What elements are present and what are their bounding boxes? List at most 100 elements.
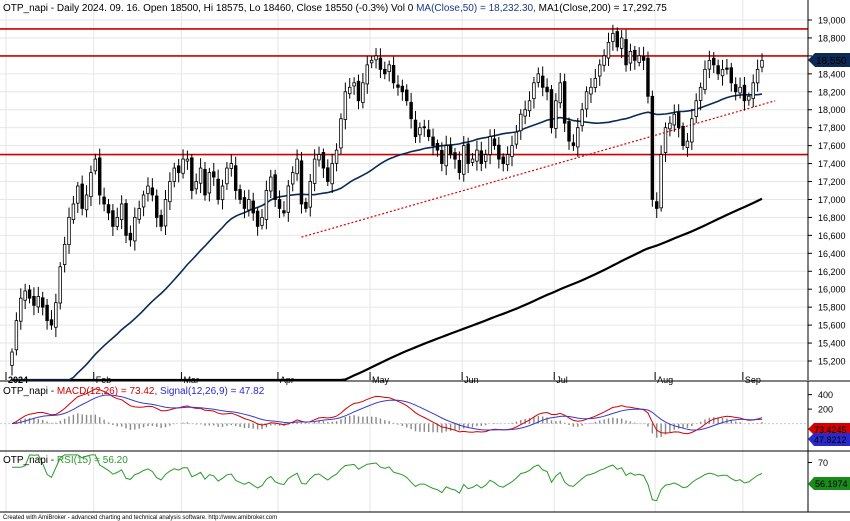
candle-body-up [220, 185, 225, 201]
candle-body-up [694, 100, 698, 117]
candle-body-down [466, 143, 470, 164]
price-tick-label: 17,600 [818, 141, 846, 151]
candle-body-down [273, 174, 277, 200]
rsi-tick-label: 70 [818, 458, 828, 468]
candle-body-down [571, 142, 576, 147]
candle-body-down [326, 167, 330, 182]
candle-body-up [589, 86, 593, 95]
candle-body-down [641, 56, 646, 61]
candle-body-down [282, 210, 286, 214]
candle-body-up [510, 145, 514, 157]
candle-body-down [176, 165, 181, 173]
candle-body-up [685, 140, 690, 148]
candle-body-up [475, 149, 479, 162]
date-tick-label: Mar [183, 375, 199, 385]
candle-body-up [598, 64, 602, 77]
price-tick-label: 15,200 [818, 357, 846, 367]
price-tick-label: 18,400 [818, 69, 846, 79]
signal-badge: 47.8212 [808, 433, 850, 446]
macd-y-tick-labels: 200 400 [808, 390, 833, 415]
candle-body-up [19, 297, 23, 322]
candle-body-down [448, 144, 453, 156]
candle-body-up [229, 163, 234, 169]
candle-body-down [562, 81, 567, 124]
candle-body-up [483, 154, 488, 162]
candle-body-up [747, 95, 751, 101]
macd-badge: 73.4245 [808, 423, 850, 435]
candle-body-up [339, 118, 343, 149]
macd-pane: 200 400 OTP_napi - MACD(12,26) = 73.42, S… [0, 381, 850, 451]
price-tick-label: 17,800 [818, 123, 846, 133]
candle-body-up [584, 91, 589, 110]
candle-body-up [14, 320, 19, 351]
price-tick-label: 16,600 [818, 231, 846, 241]
candle-body-up [558, 82, 562, 104]
candle-body-down [567, 121, 571, 142]
candle-body-down [216, 178, 220, 200]
candle-body-up [198, 167, 203, 184]
price-tick-label: 18,800 [818, 33, 846, 43]
candle-body-up [76, 185, 80, 204]
candle-body-up [308, 181, 312, 208]
candle-body-down [106, 204, 111, 214]
candle-body-up [514, 131, 519, 145]
candle-body-down [479, 150, 484, 164]
candle-body-down [32, 295, 36, 306]
rsi-header: OTP_napi - RSI(15) = 56.20 [3, 455, 128, 466]
candle-body-up [606, 42, 611, 59]
candle-body-down [238, 189, 242, 200]
candle-body-down [615, 31, 619, 48]
candle-body-up [672, 113, 676, 126]
candle-body-down [435, 142, 440, 151]
candle-body-down [124, 203, 128, 236]
date-tick-label: Aug [657, 375, 673, 385]
candle-body-down [356, 80, 361, 102]
candle-body-up [703, 68, 707, 90]
candle-body-up [343, 91, 348, 120]
candle-body-up [576, 127, 580, 148]
candle-body-down [190, 157, 194, 191]
candle-body-down [681, 125, 685, 147]
candle-body-down [413, 119, 418, 138]
candle-body-up [637, 55, 641, 63]
candle-body-up [269, 176, 273, 192]
candle-body-down [378, 57, 383, 70]
candle-body-down [391, 65, 396, 84]
candle-body-up [619, 37, 624, 49]
candle-body-down [150, 187, 155, 196]
macd-header: OTP_napi - MACD(12,26) = 73.42, Signal(1… [3, 386, 265, 397]
candle-body-down [655, 201, 659, 209]
candle-body-up [330, 163, 334, 185]
candle-body-up [462, 145, 466, 175]
candle-body-up [115, 217, 119, 227]
candle-body-up [369, 59, 374, 64]
candle-body-up [185, 158, 190, 162]
price-tick-label: 16,000 [818, 285, 846, 295]
candle-body-down [102, 196, 106, 205]
candle-body-down [422, 126, 426, 129]
candle-body-down [549, 89, 554, 129]
candle-body-up [334, 149, 339, 164]
candle-body-up [663, 127, 668, 153]
candle-body-down [304, 201, 308, 209]
candle-body-down [49, 319, 54, 326]
candle-body-up [225, 167, 229, 185]
price-tick-label: 15,400 [818, 339, 846, 349]
candle-body-up [247, 199, 251, 211]
candle-body-up [387, 64, 391, 73]
candle-body-up [720, 68, 725, 77]
candle-body-up [488, 136, 492, 155]
date-tick-label: 2024 [8, 375, 28, 385]
rsi-badge-text: 56.1974 [815, 479, 848, 489]
candle-body-down [712, 57, 716, 66]
candle-body-down [383, 68, 387, 75]
candle-body-up [707, 59, 712, 70]
price-tick-label: 17,400 [818, 159, 846, 169]
candle-body-up [141, 194, 146, 208]
candle-body-up [698, 86, 703, 101]
candle-body-up [668, 122, 672, 130]
candle-body-up [659, 154, 663, 209]
candle-body-up [194, 181, 198, 190]
